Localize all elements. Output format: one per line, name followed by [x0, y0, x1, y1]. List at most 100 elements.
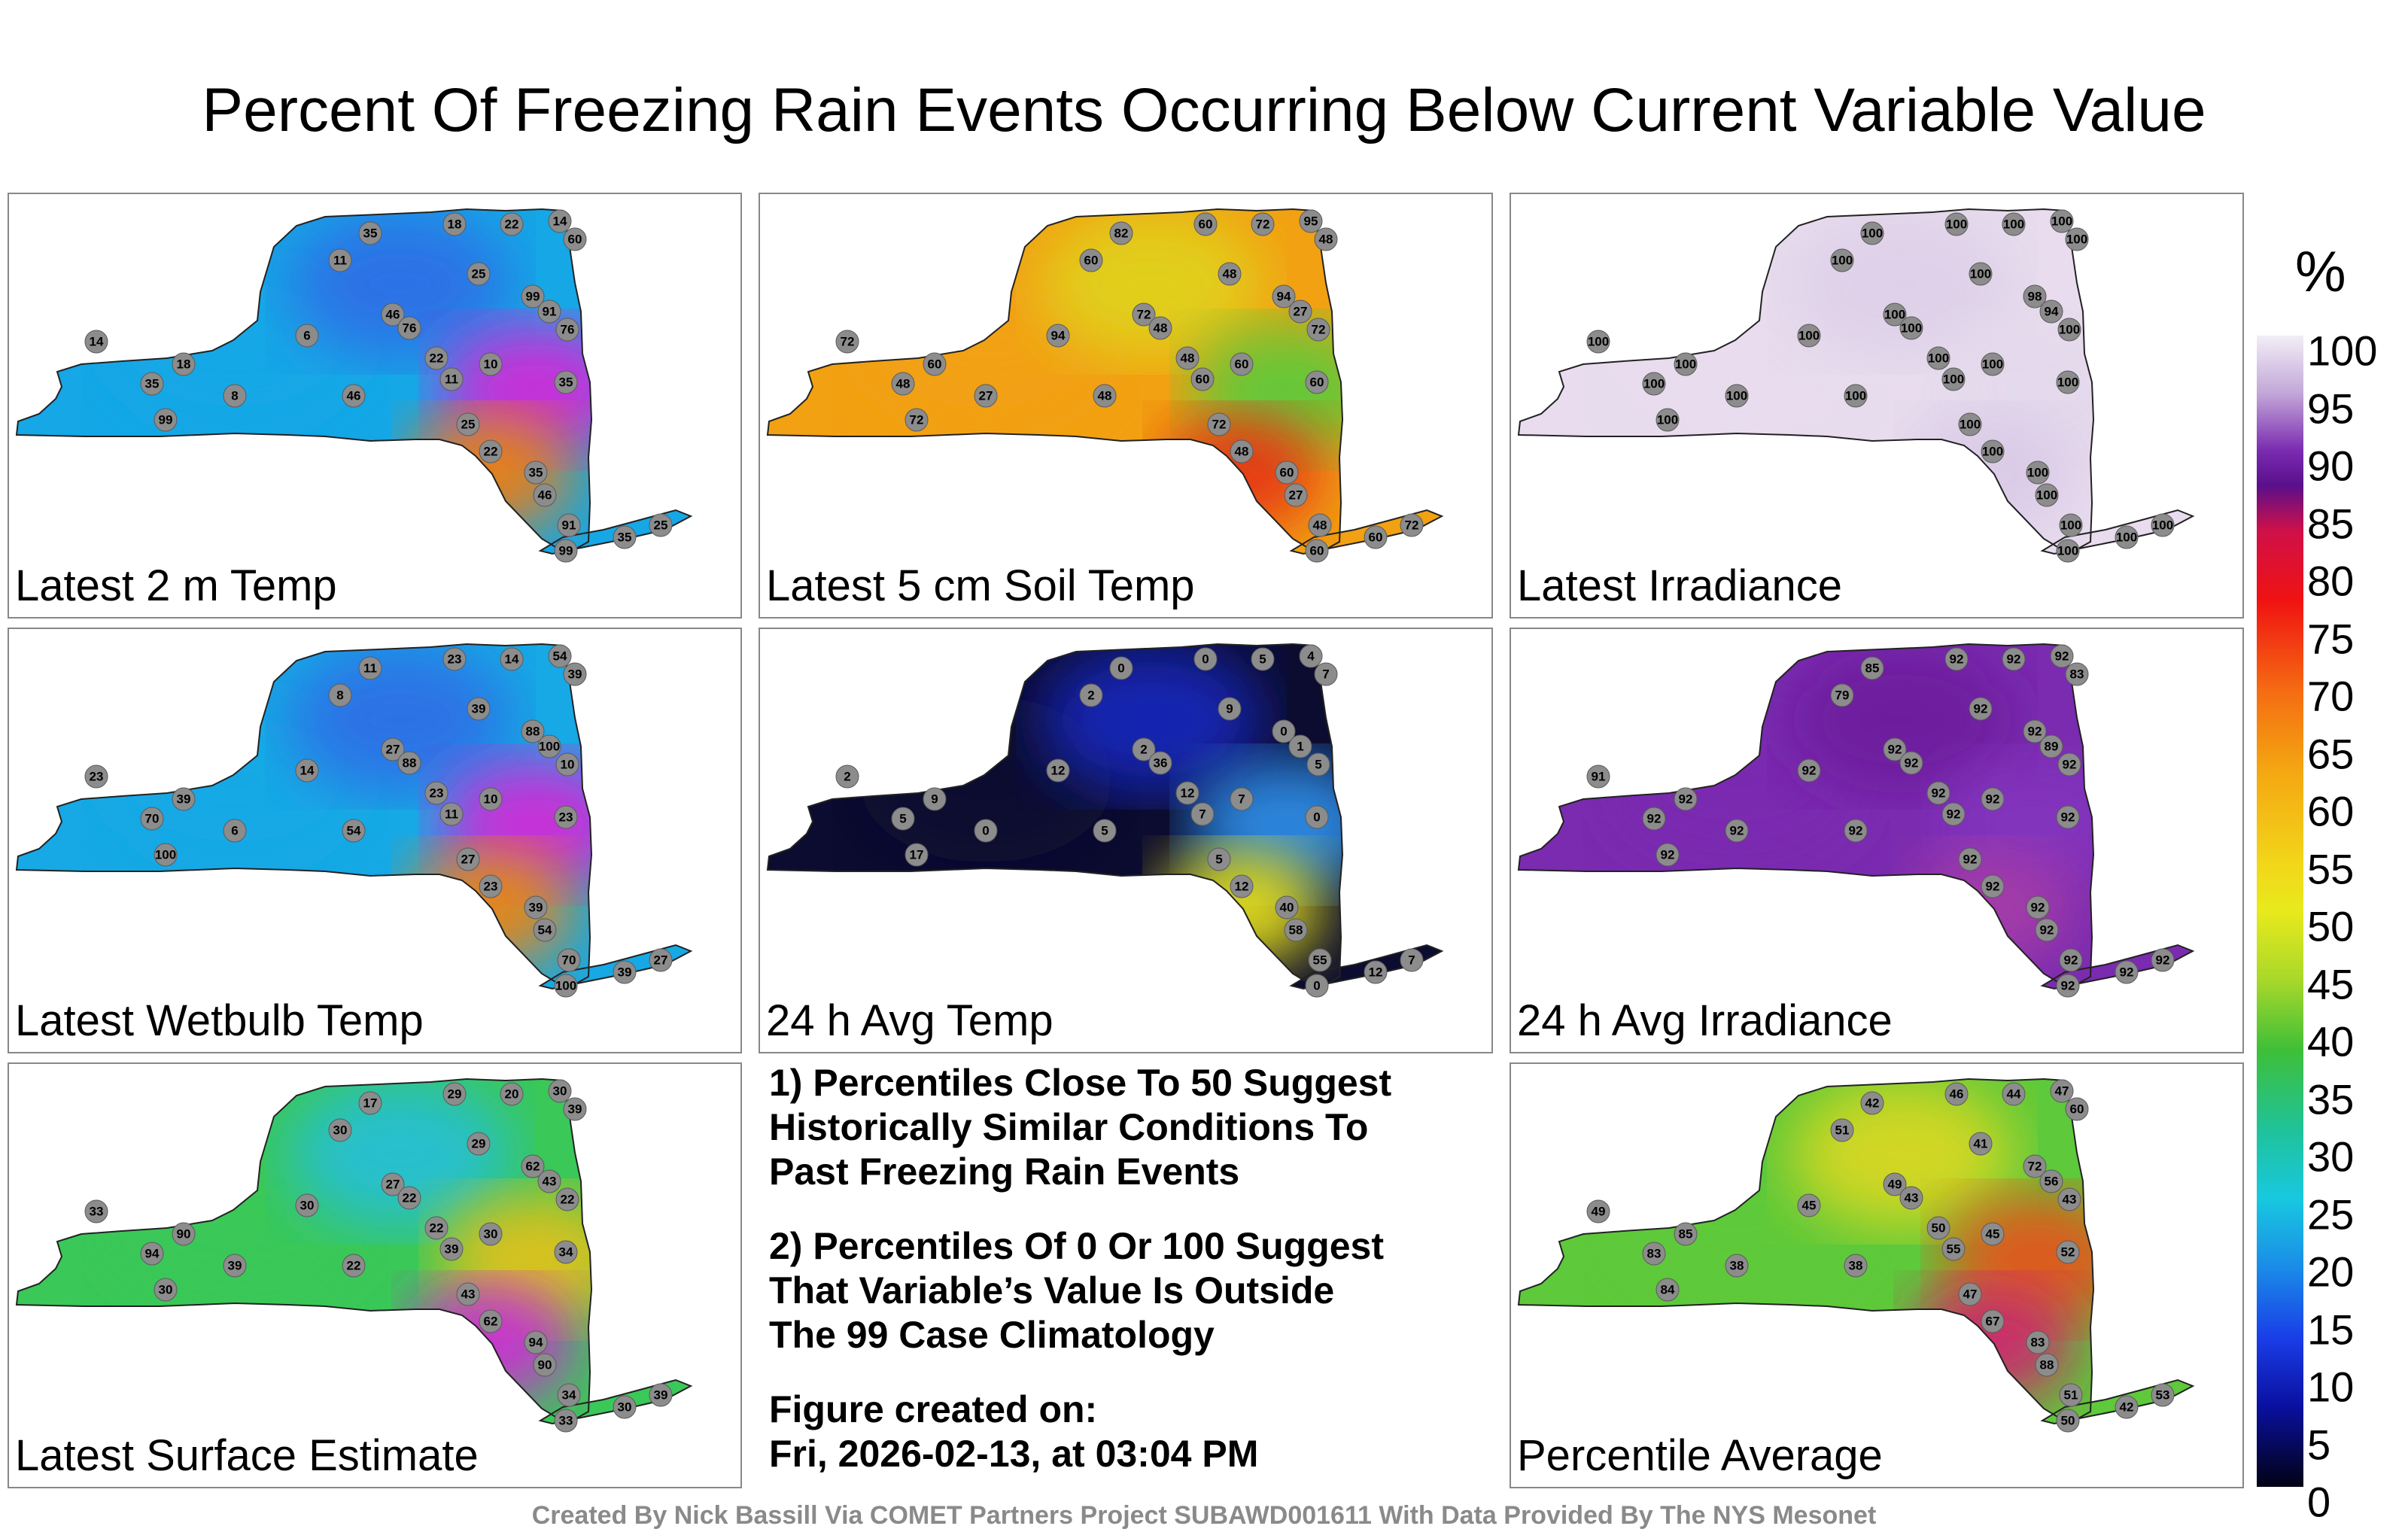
station-value: 60 — [568, 233, 582, 247]
station-dot — [533, 1353, 557, 1377]
station-dot — [2026, 460, 2050, 485]
station-dot — [1969, 262, 1993, 286]
station-dot — [649, 513, 673, 537]
station-value: 83 — [1647, 1247, 1662, 1261]
colorbar-tick: 0 — [2307, 1478, 2331, 1526]
station-dot — [2035, 918, 2059, 942]
station-value: 92 — [2055, 649, 2069, 664]
station-value: 6 — [303, 329, 310, 343]
station-value: 39 — [654, 1388, 668, 1403]
station-value: 2 — [1087, 688, 1094, 703]
station-value: 46 — [1950, 1087, 1964, 1102]
station-dot — [1926, 1216, 1950, 1240]
station-dot — [1046, 758, 1070, 783]
station-value: 38 — [1849, 1259, 1863, 1273]
station-dot — [1944, 1082, 1969, 1106]
station-value: 30 — [484, 1227, 498, 1242]
station-value: 72 — [910, 413, 924, 427]
station-value: 92 — [1974, 702, 1988, 716]
station-value: 35 — [559, 375, 573, 390]
station-value: 22 — [347, 1259, 361, 1273]
panel-24h-avg-irradiance: 92 92 92 83 85 92 89 92 79 92 92 92 92 92 92 92 92 91 92 92… — [1510, 628, 2244, 1053]
station-value: 38 — [1730, 1259, 1744, 1273]
station-value: 60 — [1199, 217, 1213, 232]
station-value: 60 — [928, 357, 942, 372]
station-dot — [563, 1097, 587, 1121]
station-dot — [2115, 525, 2139, 549]
station-dot — [154, 1278, 178, 1302]
station-dot — [2151, 1383, 2175, 1407]
station-value: 92 — [1905, 756, 1919, 771]
station-dot — [1109, 221, 1133, 245]
color-blob — [287, 644, 513, 795]
station-value: 100 — [1982, 445, 2003, 459]
station-dot — [2002, 647, 2026, 671]
station-value: 10 — [484, 792, 498, 807]
station-dot — [172, 787, 196, 811]
station-dot — [1148, 751, 1172, 775]
station-dot — [1899, 316, 1923, 340]
station-dot — [1883, 302, 1907, 327]
station-value: 100 — [2057, 375, 2078, 390]
station-dot — [533, 918, 557, 942]
station-dot — [613, 1395, 637, 1419]
colorbar-tick: 75 — [2307, 615, 2355, 662]
station-value: 95 — [1304, 214, 1318, 229]
note-line: Historically Similar Conditions To — [769, 1106, 1369, 1148]
station-dot — [2023, 719, 2047, 743]
panel-label: Latest 5 cm Soil Temp — [766, 561, 1195, 610]
station-dot — [140, 807, 164, 831]
station-value: 88 — [526, 725, 540, 739]
station-value: 27 — [1294, 305, 1308, 319]
station-value: 7 — [1408, 953, 1415, 968]
station-dot — [479, 1222, 503, 1246]
station-value: 7 — [1322, 667, 1329, 682]
station-value: 23 — [430, 786, 444, 801]
station-value: 92 — [2064, 953, 2078, 968]
colorbar-tick: 70 — [2307, 672, 2355, 720]
station-value: 22 — [505, 217, 519, 232]
colorbar-tick: 85 — [2307, 500, 2355, 547]
station-dot — [1046, 324, 1070, 348]
station-value: 76 — [561, 323, 575, 337]
station-value: 30 — [300, 1199, 315, 1213]
station-dot — [1958, 1282, 1982, 1306]
panel-label: Latest Wetbulb Temp — [15, 996, 424, 1045]
station-value: 0 — [982, 824, 989, 838]
station-value: 1 — [1297, 740, 1303, 754]
station-dot — [328, 683, 352, 707]
color-blob — [1038, 644, 1264, 795]
station-dot — [923, 787, 947, 811]
station-value: 60 — [1369, 530, 1383, 545]
station-value: 100 — [2116, 530, 2137, 545]
station-dot — [2039, 1169, 2063, 1193]
station-value: 48 — [1223, 267, 1237, 281]
station-value: 22 — [484, 445, 498, 459]
station-dot — [554, 370, 578, 394]
station-dot — [1830, 683, 1854, 707]
station-value: 100 — [539, 740, 560, 754]
station-value: 88 — [403, 756, 417, 771]
station-value: 100 — [1960, 418, 1981, 432]
station-value: 50 — [1932, 1221, 1946, 1236]
station-dot — [524, 1330, 548, 1354]
station-value: 25 — [472, 267, 486, 281]
station-dot — [554, 539, 578, 563]
station-value: 92 — [2156, 953, 2170, 968]
station-dot — [1642, 807, 1666, 831]
station-dot — [2050, 209, 2074, 233]
station-dot — [1981, 787, 2005, 811]
station-value: 25 — [654, 518, 668, 533]
station-dot — [1941, 802, 1966, 826]
station-value: 12 — [1051, 764, 1066, 778]
station-value: 100 — [2003, 217, 2024, 232]
station-value: 17 — [910, 848, 924, 862]
note-1: 1) Percentiles Close To 50 Suggest Histo… — [769, 1061, 1446, 1194]
colorbar-tick: 35 — [2307, 1075, 2355, 1123]
station-dot — [1981, 1222, 2005, 1246]
station-dot — [2026, 895, 2050, 919]
station-value: 39 — [618, 965, 632, 980]
